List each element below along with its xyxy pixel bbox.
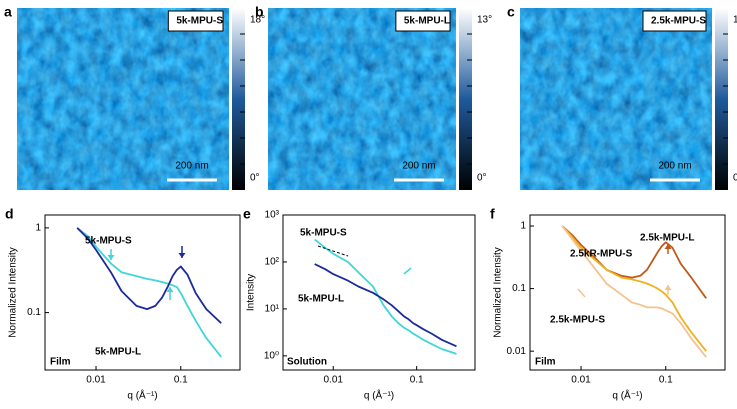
sample-label: 5k-MPU-L <box>404 16 450 27</box>
data-line <box>561 225 707 299</box>
colorbar <box>715 8 728 190</box>
arrow <box>403 267 412 275</box>
data-line <box>561 225 707 358</box>
annotation: 2.5k-MPU-S <box>550 315 605 326</box>
afm-image <box>520 8 712 190</box>
axes-frame <box>529 214 726 371</box>
x-tick-label: 0.01 <box>324 375 344 386</box>
colorbar-max: 18° <box>250 15 265 26</box>
afm-image <box>268 8 456 190</box>
scale-label: 200 nm <box>402 161 435 172</box>
x-tick-label: 0.01 <box>571 375 591 386</box>
x-tick-label: 0.1 <box>174 375 188 386</box>
y-tick-label: 1 <box>35 223 41 234</box>
panel-label: c <box>507 4 515 20</box>
panel-label: e <box>243 206 251 222</box>
annotation: Solution <box>287 357 327 368</box>
sample-label-bg <box>642 10 707 32</box>
annotation: 5k-MPU-L <box>95 347 141 358</box>
y-tick-label: 0.1 <box>27 307 41 318</box>
sample-label: 2.5k-MPU-S <box>651 16 706 27</box>
y-axis-label: Intensity <box>246 274 257 311</box>
sample-label: 5k-MPU-S <box>176 16 223 27</box>
axes-frame <box>44 214 241 371</box>
annotation: 2.5kR-MPU-S <box>570 249 633 260</box>
x-axis-label: q (Å⁻¹) <box>612 389 642 402</box>
annotation: 5k-MPU-L <box>298 294 344 305</box>
x-tick-label: 0.1 <box>410 375 424 386</box>
data-line <box>314 263 457 348</box>
x-axis-label: q (Å⁻¹) <box>127 389 157 402</box>
panel-label: b <box>255 4 264 20</box>
data-line <box>76 227 222 324</box>
colorbar <box>459 8 472 190</box>
arrow-head <box>178 253 186 258</box>
x-tick-label: 0.1 <box>659 375 673 386</box>
y-tick-label: 0.1 <box>512 283 526 294</box>
colorbar-min: 0° <box>733 173 737 184</box>
axes-frame <box>282 214 476 371</box>
plot: d 0.01 0.1 0.1 1 q (Å⁻¹) Normalized Intensity 5… <box>5 206 241 402</box>
colorbar-min: 0° <box>477 173 487 184</box>
data-line <box>561 225 707 352</box>
y-tick-label: 10¹ <box>265 304 280 315</box>
x-tick-label: 0.01 <box>86 375 106 386</box>
y-axis-label: Normalized Intensity <box>493 247 504 338</box>
arrow-head <box>166 287 174 292</box>
scale-label: 200 nm <box>658 161 691 172</box>
annotation: 5k-MPU-S <box>85 236 132 247</box>
y-tick-label: 10² <box>265 257 280 268</box>
y-axis-label: Normalized Intensity <box>8 247 19 338</box>
y-tick-label: 1 <box>520 221 526 232</box>
annotation: 2.5k-MPU-L <box>640 233 694 244</box>
arrow-head <box>664 244 672 249</box>
panel-label: a <box>4 4 12 20</box>
annotation: Film <box>50 357 71 368</box>
arrow-head <box>107 255 115 260</box>
guide-dash <box>317 245 349 257</box>
sample-label-bg <box>167 10 224 32</box>
colorbar-max: 13° <box>477 15 492 26</box>
arrow-head <box>664 285 672 290</box>
scale-label: 200 nm <box>175 161 208 172</box>
data-line <box>76 227 222 358</box>
y-tick-label: 10⁰ <box>264 351 279 362</box>
arrow <box>577 288 586 298</box>
y-tick-label: 10³ <box>265 210 280 221</box>
afm-image <box>17 8 229 190</box>
plot: f 0.01 0.1 0.01 0.1 1 q (Å⁻¹) Normalized Intens… <box>490 206 726 402</box>
annotation: 5k-MPU-S <box>300 228 347 239</box>
sample-label-bg <box>395 10 451 32</box>
panel-label: f <box>490 206 495 222</box>
panel-label: d <box>5 206 14 222</box>
colorbar <box>232 8 245 190</box>
annotation: Film <box>535 357 556 368</box>
x-axis-label: q (Å⁻¹) <box>364 389 394 402</box>
plot: e 0.01 0.1 10⁰ 10¹ 10² 10³ q (Å⁻¹) Intensity 5k-M… <box>243 206 476 402</box>
colorbar-min: 0° <box>250 173 260 184</box>
data-line <box>314 238 457 355</box>
colorbar-max: 13° <box>733 15 737 26</box>
y-tick-label: 0.01 <box>507 346 527 357</box>
